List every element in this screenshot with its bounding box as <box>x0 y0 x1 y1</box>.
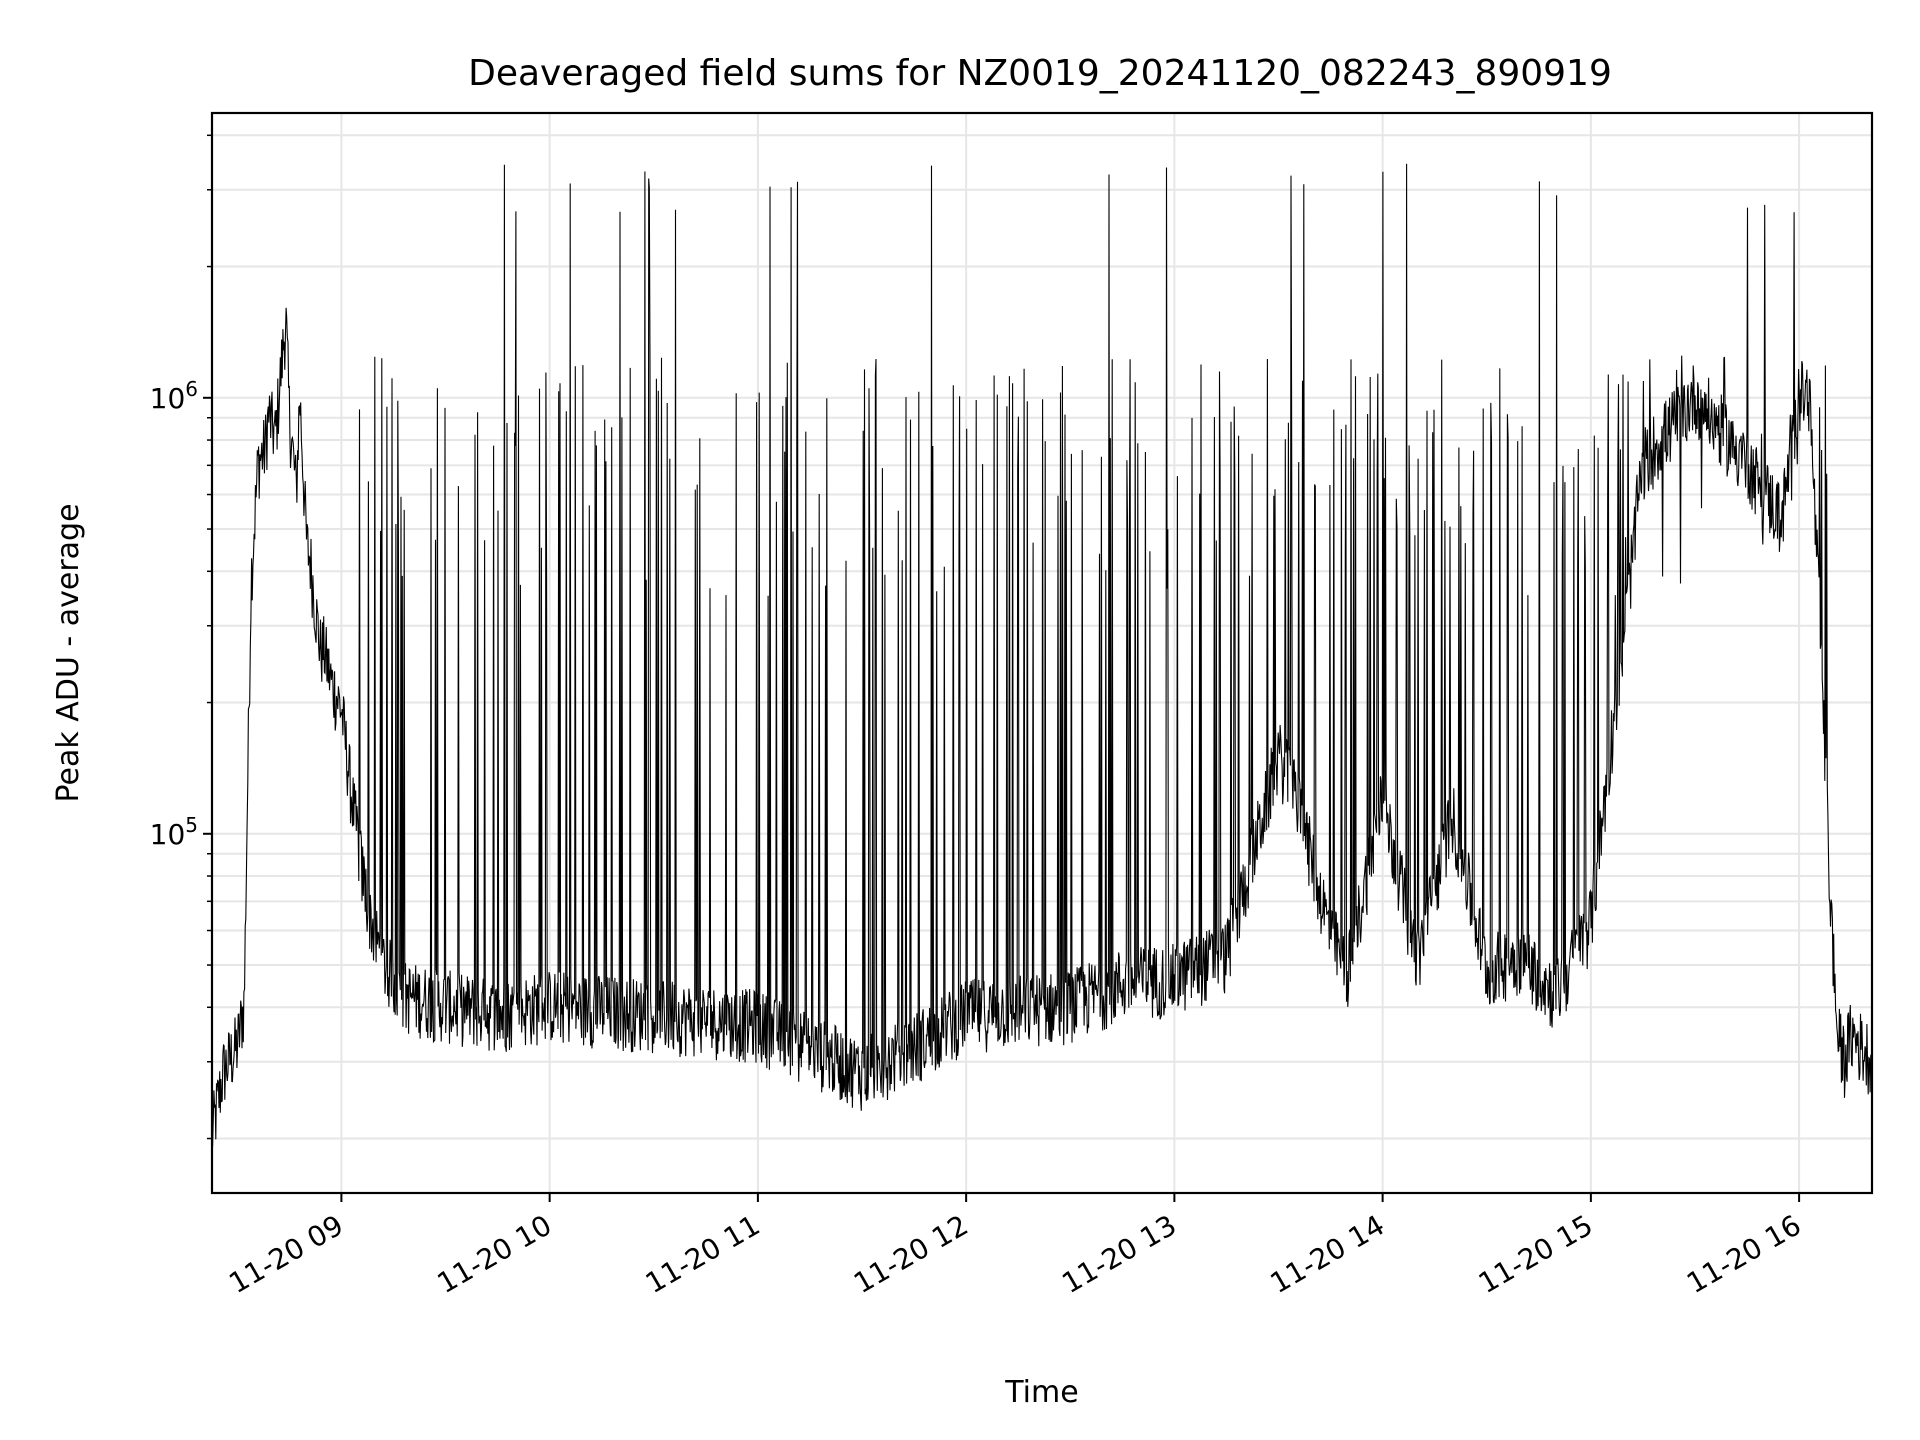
chart-title: Deaveraged field sums for NZ0019_2024112… <box>468 53 1612 94</box>
y-tick-label: 106 <box>150 377 198 415</box>
x-tick-label: 11-20 09 <box>223 1208 349 1300</box>
x-tick-label: 11-20 12 <box>848 1208 974 1300</box>
x-tick-label: 11-20 11 <box>640 1208 766 1300</box>
y-tick-label: 105 <box>150 813 198 851</box>
plot-frame <box>210 111 1874 1195</box>
data-series-line <box>211 163 1873 1147</box>
x-axis-label: Time <box>1004 1375 1078 1410</box>
data-layer <box>211 163 1873 1147</box>
x-tick-label: 11-20 14 <box>1265 1208 1391 1300</box>
x-tick-label: 11-20 10 <box>432 1208 558 1300</box>
x-tick-label: 11-20 13 <box>1056 1208 1182 1300</box>
x-tick-label: 11-20 15 <box>1473 1208 1599 1300</box>
y-axis-label: Peak ADU - average <box>51 503 86 802</box>
x-tick-label: 11-20 16 <box>1681 1208 1807 1300</box>
